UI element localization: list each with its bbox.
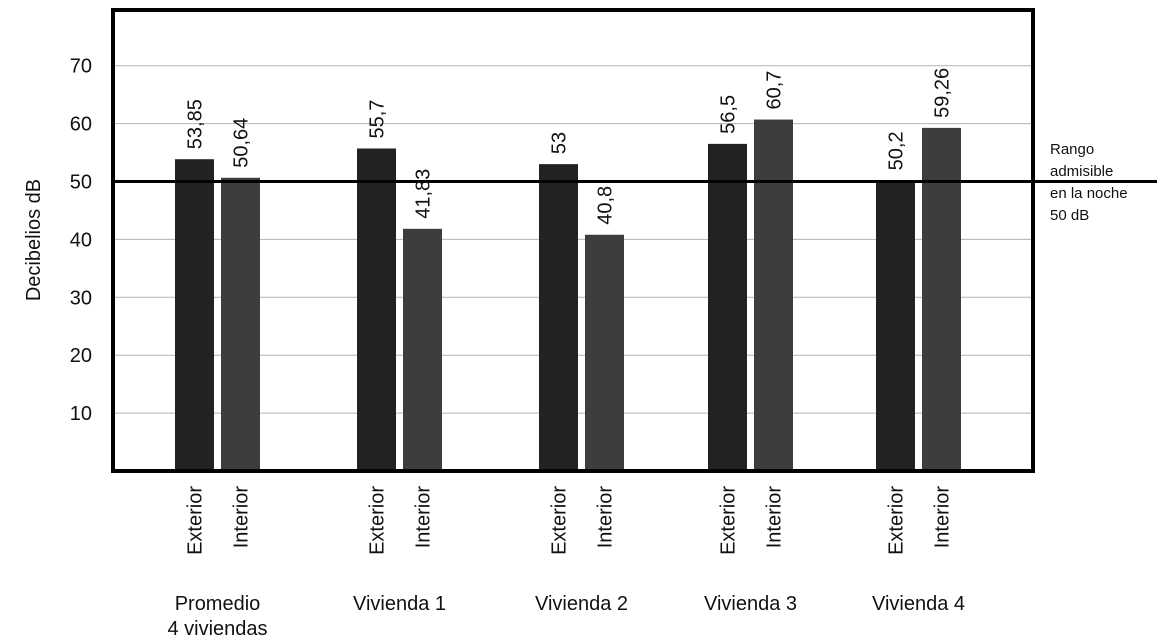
y-tick-label: 40	[70, 229, 92, 251]
x-category-label: Exterior	[886, 486, 908, 555]
bar-value-label: 50,2	[886, 131, 908, 170]
bar-value-label: 41,83	[413, 169, 435, 219]
group-label: Vivienda 4	[872, 593, 965, 615]
bar-value-label: 56,5	[718, 95, 740, 134]
bars	[175, 119, 961, 472]
bar-exterior	[175, 159, 214, 471]
bar-interior	[922, 127, 961, 472]
x-category-label: Interior	[764, 486, 786, 549]
reference-line-label: admisible	[1050, 163, 1113, 180]
plot-frame	[111, 8, 1035, 473]
x-category-label: Exterior	[367, 486, 389, 555]
x-category-label: Interior	[595, 486, 617, 549]
bar-interior	[754, 119, 793, 471]
reference-line-label: Rango	[1050, 141, 1094, 158]
labels: 10 20 30 40 50 60 70 53,85 Exterior 50,64 Interior…	[70, 56, 1128, 640]
bar-exterior	[357, 148, 396, 471]
bar-value-label: 53,85	[185, 99, 207, 149]
bar-interior	[585, 234, 624, 471]
group-label: Vivienda 2	[535, 593, 628, 615]
bar-value-label: 59,26	[932, 68, 954, 118]
group-label: 4 viviendas	[167, 618, 267, 640]
bar-interior	[403, 228, 442, 471]
reference-line-label: 50 dB	[1050, 207, 1089, 224]
bar-exterior	[876, 180, 915, 472]
bar-interior	[221, 177, 260, 471]
bar-exterior	[539, 164, 578, 471]
y-tick-label: 60	[70, 114, 92, 136]
x-category-label: Interior	[231, 486, 253, 549]
y-tick-label: 10	[70, 403, 92, 425]
bar-value-label: 40,8	[595, 186, 617, 225]
x-category-label: Interior	[932, 486, 954, 549]
x-category-label: Interior	[413, 486, 435, 549]
bar-value-label: 53	[549, 132, 571, 154]
y-tick-label: 20	[70, 345, 92, 367]
y-axis-title: Decibelios dB	[23, 179, 45, 301]
group-label: Vivienda 3	[704, 593, 797, 615]
bar-value-label: 50,64	[231, 118, 253, 168]
bar-value-label: 55,7	[367, 100, 389, 139]
bar-exterior	[708, 143, 747, 472]
reference-line-label: en la noche	[1050, 185, 1128, 202]
y-tick-label: 30	[70, 287, 92, 309]
bar-value-label: 60,7	[764, 71, 786, 110]
y-tick-label: 50	[70, 172, 92, 194]
group-label: Vivienda 1	[353, 593, 446, 615]
x-category-label: Exterior	[185, 486, 207, 555]
group-label: Promedio	[175, 593, 261, 615]
y-tick-label: 70	[70, 56, 92, 78]
x-category-label: Exterior	[549, 486, 571, 555]
x-category-label: Exterior	[718, 486, 740, 555]
